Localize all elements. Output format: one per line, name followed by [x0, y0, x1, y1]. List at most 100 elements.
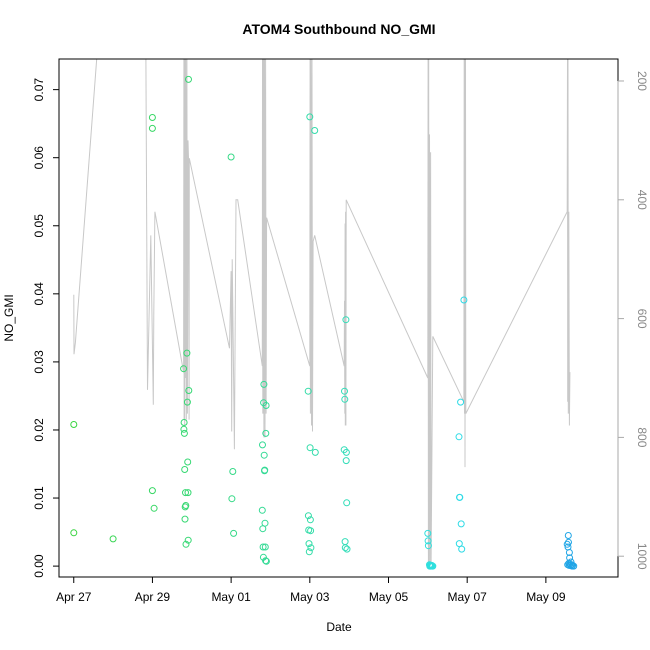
data-point: [304, 387, 312, 395]
secondary-y-tick-label: 1000: [635, 543, 649, 570]
data-point: [181, 515, 189, 523]
data-point: [148, 114, 156, 121]
x-tick-label: Apr 29: [135, 590, 171, 604]
data-point: [262, 557, 270, 565]
data-point: [307, 544, 315, 552]
x-tick-label: May 09: [526, 590, 566, 604]
data-point: [184, 489, 192, 497]
y-axis-label: NO_GMI: [2, 294, 16, 341]
data-point: [456, 493, 464, 501]
secondary-y-tick-label: 200: [635, 71, 649, 91]
data-point: [342, 316, 350, 324]
data-point: [341, 387, 348, 395]
data-point: [150, 504, 158, 512]
data-point: [228, 495, 236, 503]
secondary-series-line: [73, 58, 571, 563]
y-tick-label: 0.04: [32, 282, 46, 306]
data-point: [183, 349, 191, 357]
data-point: [148, 487, 156, 495]
data-point: [181, 466, 189, 473]
data-point: [341, 395, 349, 403]
plot-frame: [58, 58, 619, 578]
secondary-y-tick-label: 800: [635, 427, 649, 447]
x-tick-label: May 05: [369, 590, 409, 604]
data-points-group: [70, 75, 578, 570]
data-point: [261, 543, 269, 551]
data-point: [182, 540, 190, 548]
data-point: [262, 402, 270, 409]
x-tick-label: Apr 27: [56, 590, 92, 604]
data-point: [305, 540, 313, 548]
y-tick-label: 0.00: [32, 554, 46, 578]
data-point: [460, 296, 468, 304]
x-tick-label: May 03: [290, 590, 330, 604]
data-point: [184, 536, 192, 544]
data-point: [341, 544, 349, 552]
data-point: [306, 516, 314, 524]
data-point: [180, 365, 188, 373]
data-point: [306, 444, 314, 452]
data-point: [424, 542, 432, 550]
data-point: [229, 468, 237, 475]
x-tick-label: May 07: [448, 590, 488, 604]
data-point: [569, 561, 577, 569]
y-tick-label: 0.07: [32, 78, 46, 102]
data-point: [341, 538, 349, 546]
data-point: [185, 387, 193, 394]
y-tick-label: 0.06: [32, 146, 46, 170]
data-point: [227, 153, 235, 161]
x-axis-label: Date: [326, 620, 352, 634]
data-point: [565, 538, 572, 546]
data-point: [262, 557, 270, 565]
data-point: [305, 548, 313, 556]
data-point: [109, 535, 117, 543]
y-tick-label: 0.02: [32, 418, 46, 442]
data-point: [259, 441, 266, 449]
y-axis: 0.00 0.01 0.02 0.03 0.04 0.05 0.06 0.07: [32, 78, 60, 578]
data-point: [565, 549, 573, 556]
data-point: [455, 433, 463, 441]
y-tick-label: 0.01: [32, 486, 46, 510]
data-point: [429, 562, 437, 570]
data-point: [306, 113, 314, 121]
y-tick-label: 0.03: [32, 350, 46, 374]
data-point: [259, 543, 267, 551]
data-point: [307, 527, 315, 535]
data-point: [185, 75, 192, 83]
data-point: [260, 380, 268, 388]
secondary-y-axis: 200 400 600 800 1000: [617, 71, 649, 570]
x-tick-label: May 01: [211, 590, 251, 604]
data-point: [343, 545, 351, 553]
data-point: [183, 398, 191, 406]
data-point: [182, 489, 189, 497]
secondary-y-tick-label: 600: [635, 309, 649, 329]
data-point: [343, 499, 351, 507]
data-point: [424, 537, 432, 545]
data-point: [342, 457, 350, 465]
data-point: [262, 429, 270, 437]
x-axis: Apr 27 Apr 29 May 01 May 03 May 05 May 07 May …: [56, 576, 566, 604]
data-point: [304, 512, 312, 520]
data-point: [570, 562, 578, 570]
data-point: [260, 451, 268, 459]
y-tick-label: 0.05: [32, 214, 46, 238]
data-point: [458, 545, 466, 553]
data-point: [184, 458, 192, 466]
data-point: [342, 448, 350, 456]
data-point: [180, 429, 188, 437]
data-point: [182, 502, 190, 509]
data-point: [258, 506, 266, 514]
data-point: [261, 519, 269, 527]
data-point: [261, 466, 269, 474]
secondary-y-tick-label: 400: [635, 190, 649, 210]
data-point: [564, 532, 572, 539]
data-point: [457, 520, 465, 528]
data-point: [148, 124, 156, 132]
secondary-series-line-group: [73, 58, 571, 563]
data-point: [180, 419, 188, 426]
data-point: [70, 421, 78, 428]
data-point: [311, 448, 319, 456]
data-point: [424, 529, 432, 537]
data-point: [230, 529, 238, 537]
